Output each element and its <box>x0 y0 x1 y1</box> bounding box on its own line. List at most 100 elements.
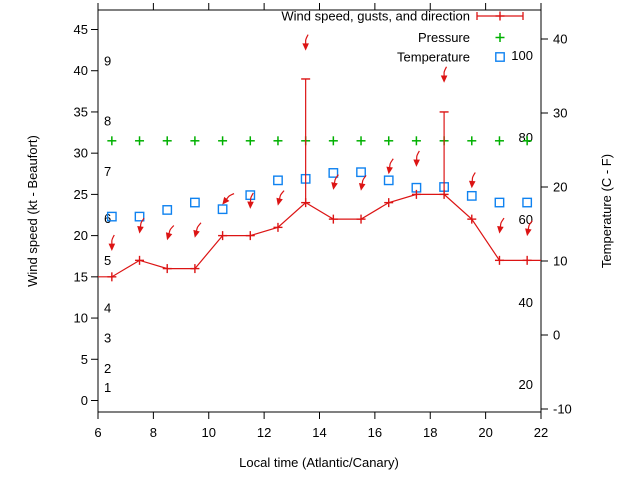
arrow-tail <box>226 193 235 200</box>
wind-direction-arrow-icon <box>108 234 116 251</box>
legend-temperature-sample <box>495 52 505 62</box>
temperature-point <box>328 168 339 178</box>
fahrenheit-label: 60 <box>519 212 533 227</box>
arrow-head <box>468 180 476 189</box>
x-tick-label: 8 <box>150 425 157 440</box>
x-tick-label: 20 <box>478 425 492 440</box>
arrow-head <box>137 225 144 234</box>
wind-direction-arrow-icon <box>413 150 420 167</box>
x-tick-label: 16 <box>368 425 382 440</box>
x-tick-label: 22 <box>534 425 548 440</box>
y-left-tick-label: 5 <box>81 352 88 367</box>
y-right-tick-label: 0 <box>553 328 560 343</box>
beaufort-label: 7 <box>104 164 111 179</box>
y-left-tick-label: 40 <box>74 63 88 78</box>
legend-label-temperature: Temperature <box>397 50 470 65</box>
arrow-tail <box>471 172 476 182</box>
temperature-point <box>162 205 173 215</box>
beaufort-label: 2 <box>104 361 111 376</box>
wind-direction-arrow-icon <box>193 222 202 238</box>
wind-direction-arrow-icon <box>358 175 367 191</box>
arrow-head <box>222 196 230 205</box>
arrow-head <box>440 75 448 83</box>
arrow-head <box>247 201 254 209</box>
arrow-head <box>386 166 393 175</box>
arrow-head <box>497 225 504 234</box>
temperature-point <box>494 197 505 208</box>
y-right-axis-title: Temperature (C - F) <box>599 154 614 268</box>
fahrenheit-label: 100 <box>511 48 533 63</box>
beaufort-label: 9 <box>104 53 111 68</box>
wind-direction-arrow-icon <box>440 66 448 83</box>
arrow-tail <box>168 225 175 234</box>
arrow-head <box>276 197 283 206</box>
temperature-point <box>356 167 366 178</box>
temperature-point <box>273 175 283 186</box>
wind-direction-arrow-icon <box>137 217 145 234</box>
y-left-tick-label: 45 <box>74 22 88 37</box>
wind-direction-arrow-icon <box>247 192 254 209</box>
y-left-tick-label: 20 <box>74 228 88 243</box>
arrow-tail <box>416 150 420 160</box>
pressure-series <box>107 136 532 146</box>
arrow-tail <box>361 175 367 184</box>
x-axis-title: Local time (Atlantic/Canary) <box>239 455 399 470</box>
arrow-tail <box>139 217 145 227</box>
arrow-tail <box>278 190 285 199</box>
y-left-tick-label: 30 <box>74 146 88 161</box>
beaufort-label: 8 <box>104 114 111 129</box>
y-left-tick-label: 35 <box>74 104 88 119</box>
y-right-tick-label: 40 <box>553 32 567 47</box>
arrow-tail <box>443 66 448 76</box>
arrow-head <box>165 232 173 241</box>
fahrenheit-label: 20 <box>519 377 533 392</box>
y-right-tick-label: -10 <box>553 402 572 417</box>
wind-direction-arrow-icon <box>165 225 175 241</box>
fahrenheit-label: 80 <box>519 130 533 145</box>
beaufort-label: 4 <box>104 301 111 316</box>
fahrenheit-scale-labels: 20 40 60 80 100 <box>511 48 533 392</box>
wind-direction-arrow-icon <box>276 190 285 206</box>
y-left-tick-label: 10 <box>74 311 88 326</box>
temperature-point <box>383 175 394 186</box>
x-tick-label: 6 <box>94 425 101 440</box>
y-left-tick-label: 25 <box>74 187 88 202</box>
temperature-series <box>106 167 533 222</box>
temperature-point <box>190 197 200 208</box>
arrow-tail <box>389 158 394 168</box>
temperature-point <box>522 197 533 208</box>
y-right-tick-label: 10 <box>553 254 567 269</box>
axis-tick-labels: 6 8 10 12 14 16 18 20 22051015202530354045-10010… <box>74 22 572 440</box>
arrow-head <box>331 182 338 190</box>
x-tick-label: 18 <box>423 425 437 440</box>
wind-direction-arrow-icon <box>386 158 394 175</box>
temperature-point <box>134 211 145 222</box>
wind-direction-arrow-icon <box>497 217 505 234</box>
wind-series <box>98 34 541 282</box>
arrow-tail <box>111 234 115 244</box>
fahrenheit-label: 40 <box>519 295 533 310</box>
arrow-tail <box>527 220 533 230</box>
axis-ticks <box>91 3 548 419</box>
arrow-head <box>413 159 420 167</box>
y-left-tick-label: 15 <box>74 269 88 284</box>
arrow-head <box>302 43 309 51</box>
arrow-tail <box>249 192 254 202</box>
arrow-head <box>193 229 200 238</box>
y-right-tick-label: 20 <box>553 180 567 195</box>
y-right-tick-label: 30 <box>553 106 567 121</box>
arrow-head <box>358 182 366 191</box>
arrow-tail <box>499 217 505 227</box>
x-tick-label: 14 <box>312 425 326 440</box>
y-left-axis-title: Wind speed (kt - Beaufort) <box>25 135 40 287</box>
temperature-point <box>106 211 117 222</box>
beaufort-label: 3 <box>104 330 111 345</box>
beaufort-label: 1 <box>104 380 111 395</box>
legend-label-pressure: Pressure <box>418 30 470 45</box>
arrow-head <box>525 228 532 237</box>
temperature-point <box>217 204 228 215</box>
legend-markers <box>476 11 524 62</box>
